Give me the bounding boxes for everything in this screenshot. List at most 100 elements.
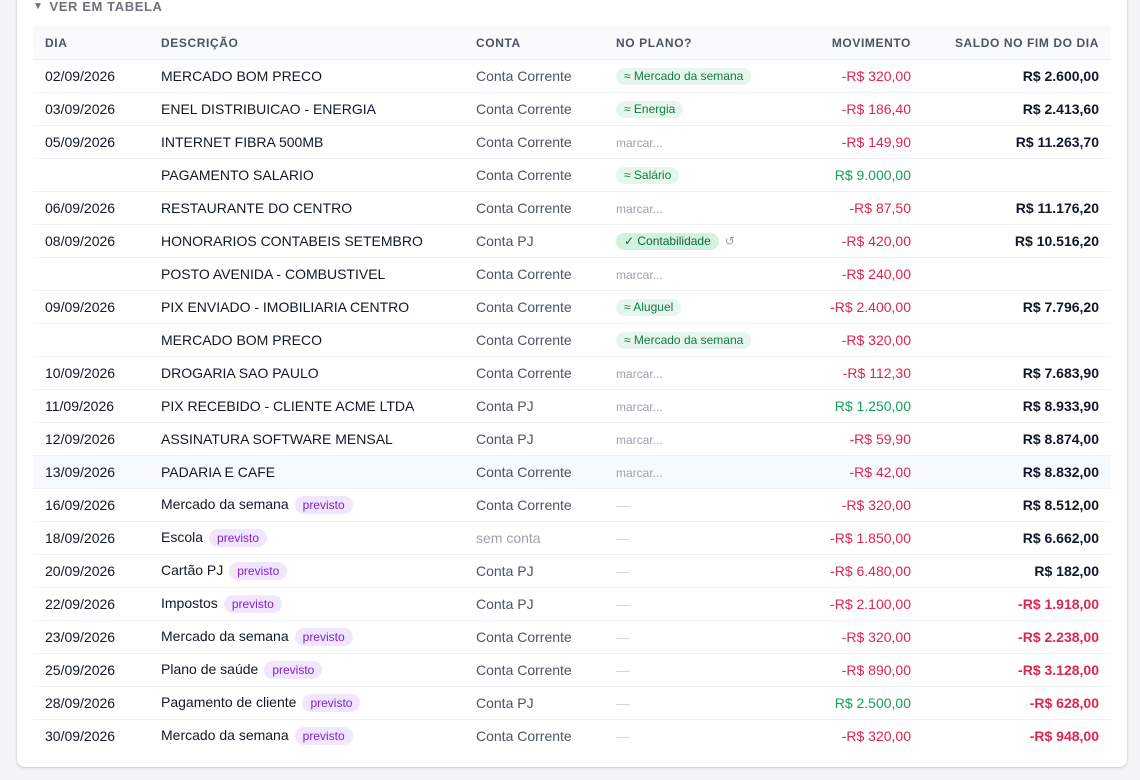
column-header-saldo[interactable]: SALDO NO FIM DO DIA: [954, 35, 1099, 50]
cell-conta: Conta PJ: [476, 224, 616, 258]
empty-dash: —: [616, 596, 630, 612]
cell-conta: sem conta: [476, 521, 616, 555]
view-table-toggle[interactable]: ▼ VER EM TABELA: [33, 0, 163, 15]
column-header-no-plano[interactable]: NO PLANO?: [616, 35, 693, 50]
table-row[interactable]: PAGAMENTO SALARIO Conta Corrente ≈ Salário…: [33, 158, 1111, 192]
cell-movimento: -R$ 87,50: [782, 191, 911, 225]
marcar-link[interactable]: marcar...: [616, 136, 663, 150]
table-row[interactable]: 18/09/2026 Escola previsto sem conta — -R$ 1.…: [33, 521, 1111, 555]
cell-descricao: PADARIA E CAFE: [161, 455, 476, 489]
cell-no-plano: —: [616, 620, 782, 654]
cell-dia: 25/09/2026: [33, 653, 161, 687]
toggle-label: VER EM TABELA: [49, 0, 163, 14]
column-header-conta[interactable]: CONTA: [476, 35, 521, 50]
cell-no-plano: ≈ Mercado da semana: [616, 59, 782, 93]
cell-movimento: -R$ 320,00: [782, 323, 911, 357]
table-row[interactable]: 16/09/2026 Mercado da semana previsto Conta…: [33, 488, 1111, 522]
cell-descricao: PIX RECEBIDO - CLIENTE ACME LTDA: [161, 389, 476, 423]
plan-match-pill[interactable]: ≈ Salário: [616, 167, 680, 184]
cell-dia: 10/09/2026: [33, 356, 161, 390]
marcar-link[interactable]: marcar...: [616, 433, 663, 447]
marcar-link[interactable]: marcar...: [616, 268, 663, 282]
table-row[interactable]: 09/09/2026 PIX ENVIADO - IMOBILIARIA CENT…: [33, 290, 1111, 324]
table-row[interactable]: 10/09/2026 DROGARIA SAO PAULO Conta Corren…: [33, 356, 1111, 390]
previsto-badge: previsto: [302, 694, 361, 712]
column-header-descricao[interactable]: DESCRIÇÃO: [161, 35, 239, 50]
previsto-badge: previsto: [223, 595, 282, 613]
marcar-link[interactable]: marcar...: [616, 400, 663, 414]
descricao-text: ASSINATURA SOFTWARE MENSAL: [161, 431, 393, 447]
descricao-text: MERCADO BOM PRECO: [161, 68, 323, 84]
cell-no-plano: marcar...: [616, 257, 782, 291]
undo-icon[interactable]: ↺: [724, 234, 735, 248]
empty-dash: —: [616, 695, 630, 711]
table-row[interactable]: 05/09/2026 INTERNET FIBRA 500MB Conta Corr…: [33, 125, 1111, 159]
table-row[interactable]: 12/09/2026 ASSINATURA SOFTWARE MENSAL Cont…: [33, 422, 1111, 456]
table-row[interactable]: 02/09/2026 MERCADO BOM PRECO Conta Corrent…: [33, 59, 1111, 93]
cell-conta: Conta Corrente: [476, 257, 616, 291]
plan-confirmed-pill[interactable]: ✓ Contabilidade: [616, 233, 719, 250]
descricao-text: Escola: [161, 529, 204, 545]
cell-conta: Conta PJ: [476, 389, 616, 423]
plan-match-pill[interactable]: ≈ Aluguel: [616, 299, 682, 316]
table-row[interactable]: 28/09/2026 Pagamento de cliente previsto Co…: [33, 686, 1111, 720]
cell-movimento: R$ 2.500,00: [782, 686, 911, 720]
cell-movimento: R$ 1.250,00: [782, 389, 911, 423]
table-row[interactable]: 13/09/2026 PADARIA E CAFE Conta Corrente ma…: [33, 455, 1111, 489]
table-row[interactable]: 03/09/2026 ENEL DISTRIBUICAO - ENERGIA Con…: [33, 92, 1111, 126]
empty-dash: —: [616, 530, 630, 546]
plan-match-pill[interactable]: ≈ Energia: [616, 101, 684, 118]
cell-saldo: R$ 7.683,90: [911, 356, 1111, 390]
cell-dia: 06/09/2026: [33, 191, 161, 225]
plan-match-pill[interactable]: ≈ Mercado da semana: [616, 68, 752, 85]
cell-dia: 16/09/2026: [33, 488, 161, 522]
table-row[interactable]: 08/09/2026 HONORARIOS CONTABEIS SETEMBRO C…: [33, 224, 1111, 258]
descricao-text: POSTO AVENIDA - COMBUSTIVEL: [161, 266, 386, 282]
table-row[interactable]: 22/09/2026 Impostos previsto Conta PJ — -R$ 2…: [33, 587, 1111, 621]
descricao-text: Impostos: [161, 595, 218, 611]
cell-descricao: DROGARIA SAO PAULO: [161, 356, 476, 390]
marcar-link[interactable]: marcar...: [616, 367, 663, 381]
cell-descricao: PAGAMENTO SALARIO: [161, 158, 476, 192]
table-row[interactable]: 30/09/2026 Mercado da semana previsto Conta…: [33, 719, 1111, 752]
cell-conta: Conta PJ: [476, 422, 616, 456]
cell-dia: [33, 323, 161, 357]
cell-descricao: PIX ENVIADO - IMOBILIARIA CENTRO: [161, 290, 476, 324]
column-header-dia[interactable]: DIA: [45, 35, 68, 50]
cell-no-plano: ≈ Mercado da semana: [616, 323, 782, 357]
transactions-table: DIA DESCRIÇÃO CONTA NO PLANO? MOVIMENTO …: [33, 26, 1111, 752]
table-row[interactable]: 20/09/2026 Cartão PJ previsto Conta PJ — -R$ …: [33, 554, 1111, 588]
table-row[interactable]: MERCADO BOM PRECO Conta Corrente ≈ Mercado…: [33, 323, 1111, 357]
descricao-text: Pagamento de cliente: [161, 694, 297, 710]
cell-saldo: R$ 8.874,00: [911, 422, 1111, 456]
marcar-link[interactable]: marcar...: [616, 466, 663, 480]
cell-no-plano: marcar...: [616, 125, 782, 159]
descricao-text: MERCADO BOM PRECO: [161, 332, 323, 348]
descricao-text: DROGARIA SAO PAULO: [161, 365, 319, 381]
cell-conta: Conta PJ: [476, 587, 616, 621]
table-row[interactable]: 25/09/2026 Plano de saúde previsto Conta Co…: [33, 653, 1111, 687]
descricao-text: Plano de saúde: [161, 661, 259, 677]
table-row[interactable]: 23/09/2026 Mercado da semana previsto Conta…: [33, 620, 1111, 654]
cell-saldo: R$ 2.413,60: [911, 92, 1111, 126]
previsto-badge: previsto: [294, 727, 353, 745]
plan-match-pill[interactable]: ≈ Mercado da semana: [616, 332, 752, 349]
cell-saldo: -R$ 2.238,00: [911, 620, 1111, 654]
cell-conta: Conta Corrente: [476, 191, 616, 225]
cell-conta: Conta Corrente: [476, 59, 616, 93]
marcar-link[interactable]: marcar...: [616, 202, 663, 216]
previsto-badge: previsto: [294, 496, 353, 514]
table-row[interactable]: 06/09/2026 RESTAURANTE DO CENTRO Conta Cor…: [33, 191, 1111, 225]
cell-conta: Conta Corrente: [476, 125, 616, 159]
table-row[interactable]: 11/09/2026 PIX RECEBIDO - CLIENTE ACME LT…: [33, 389, 1111, 423]
column-header-movimento[interactable]: MOVIMENTO: [831, 35, 911, 50]
cell-saldo: -R$ 628,00: [911, 686, 1111, 720]
cell-dia: 18/09/2026: [33, 521, 161, 555]
descricao-text: Mercado da semana: [161, 628, 289, 644]
cell-dia: 05/09/2026: [33, 125, 161, 159]
cell-dia: 11/09/2026: [33, 389, 161, 423]
cell-descricao: Plano de saúde previsto: [161, 653, 476, 687]
table-row[interactable]: POSTO AVENIDA - COMBUSTIVEL Conta Corrent…: [33, 257, 1111, 291]
cell-no-plano: marcar...: [616, 356, 782, 390]
cell-dia: 09/09/2026: [33, 290, 161, 324]
